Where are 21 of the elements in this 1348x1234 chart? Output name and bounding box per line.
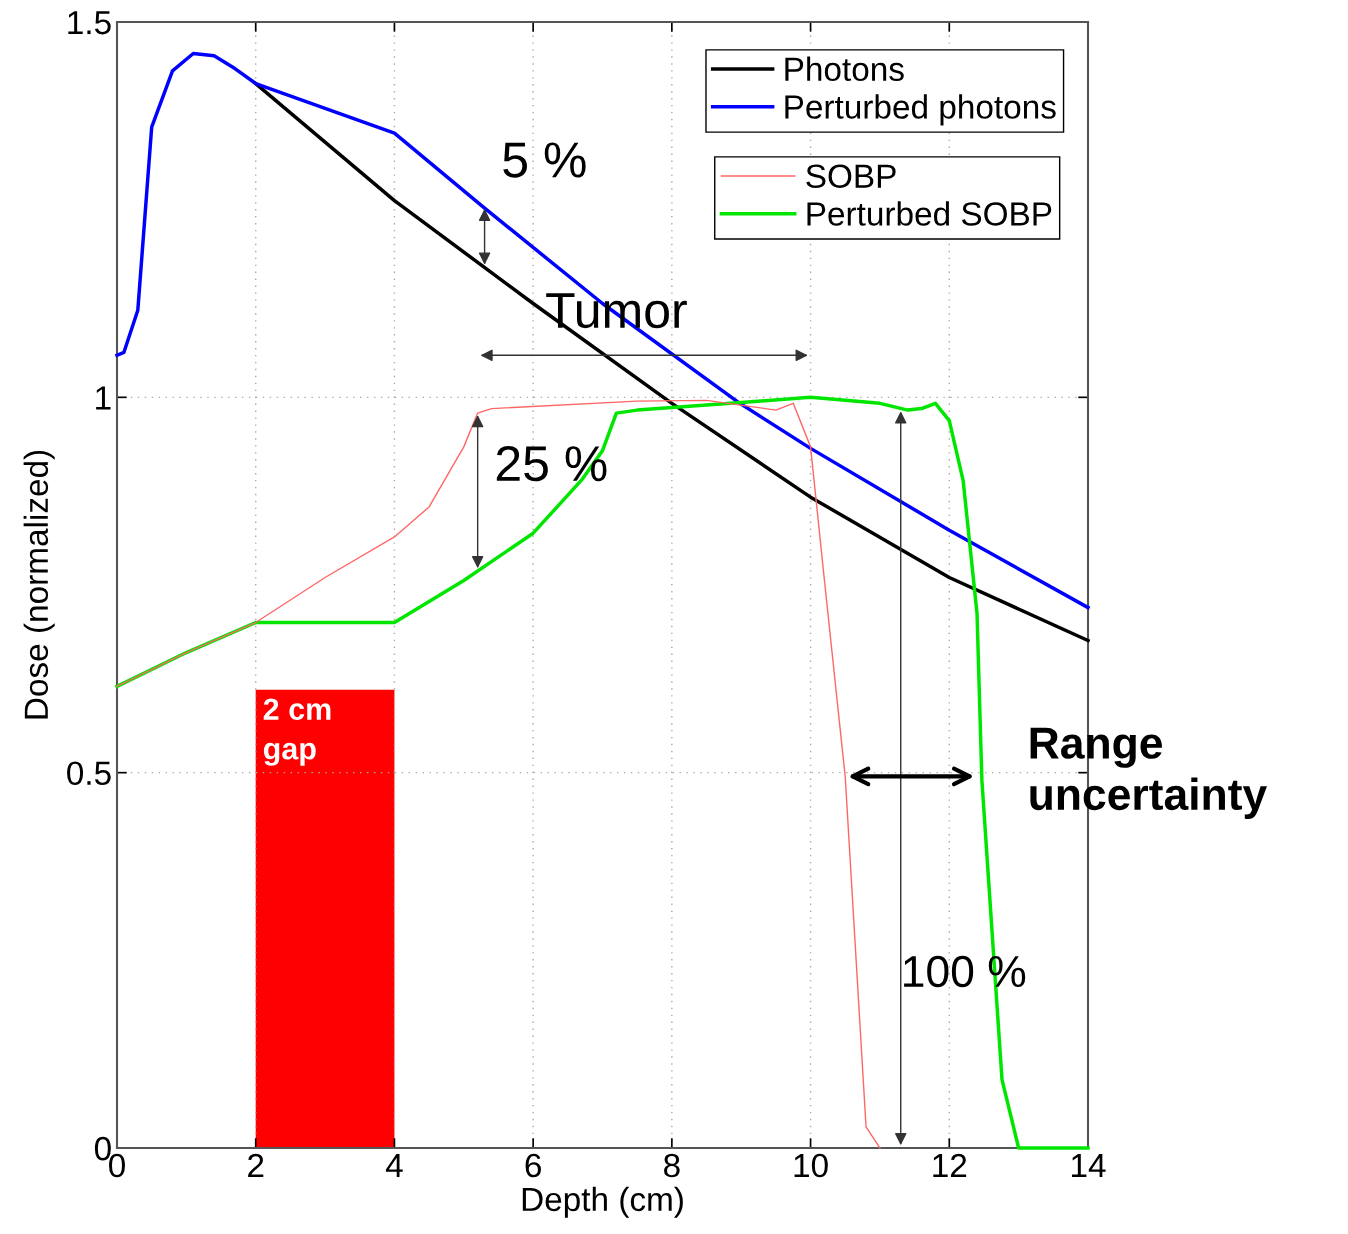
y-tick-label: 1 bbox=[96, 386, 111, 410]
band-label: 2 cm gap bbox=[263, 698, 331, 766]
legend-label: Perturbed SOBP bbox=[807, 201, 1052, 226]
x-tick-label: 12 bbox=[933, 1153, 967, 1178]
legend-label: SOBP bbox=[806, 164, 896, 189]
x-tick-label: 8 bbox=[664, 1153, 680, 1178]
x-tick-label: 10 bbox=[794, 1153, 828, 1178]
y-tick-label: 1.5 bbox=[68, 11, 111, 35]
x-tick-label: 4 bbox=[385, 1154, 403, 1178]
legend-label: Perturbed photons bbox=[785, 94, 1056, 126]
y-axis-title: Dose (normalized) bbox=[23, 450, 55, 719]
y-tick-label: 0.5 bbox=[67, 761, 111, 786]
line-series bbox=[116, 399, 881, 1149]
legend-label: Photons bbox=[785, 56, 904, 82]
x-tick-label: 14 bbox=[1072, 1154, 1106, 1178]
x-tick-label: 2 bbox=[248, 1153, 264, 1178]
y-tick-label: 0 bbox=[94, 1136, 111, 1161]
line-series bbox=[115, 51, 1090, 610]
x-axis-title: Depth (cm) bbox=[522, 1186, 683, 1218]
x-tick-label: 6 bbox=[525, 1153, 541, 1178]
annotation: 5 % bbox=[503, 142, 586, 178]
